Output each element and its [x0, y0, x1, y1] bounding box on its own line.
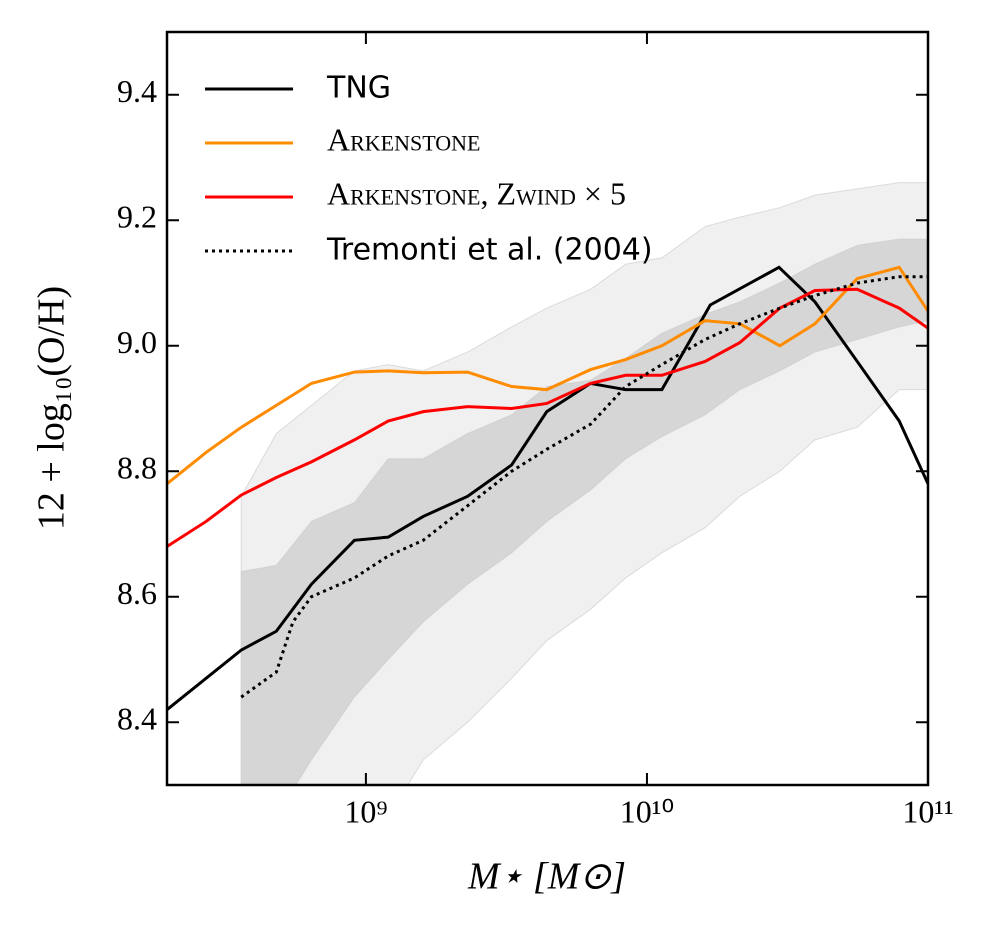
plot-area — [167, 182, 928, 785]
x-tick-label: 10⁹ — [344, 793, 387, 829]
plot-frame — [165, 30, 930, 787]
series-line — [167, 265, 928, 711]
x-tick-label: 10¹¹ — [902, 793, 953, 829]
x-tick-label: 10¹⁰ — [620, 793, 674, 829]
legend-label: Arkenstone — [327, 121, 481, 157]
series-line — [167, 287, 928, 548]
y-tick-label: 9.2 — [117, 199, 157, 235]
y-tick-label: 8.8 — [117, 450, 157, 486]
legend-label: Tremonti et al. (2004) — [326, 233, 653, 268]
series-line — [167, 265, 928, 485]
y-tick-label: 9.4 — [117, 73, 157, 109]
scatter-band — [240, 238, 928, 785]
y-tick-label: 9.0 — [117, 324, 157, 360]
y-axis-label: 12 + log₁₀(O/H) — [31, 286, 73, 530]
x-axis-label: M⋆ [M⊙] — [467, 856, 626, 898]
legend-label: Arkenstone, Zwind × 5 — [327, 175, 626, 211]
legend-label: TNG — [326, 71, 391, 106]
series-line — [240, 275, 928, 699]
y-tick-label: 8.6 — [117, 575, 157, 611]
y-tick-label: 8.4 — [117, 701, 157, 737]
